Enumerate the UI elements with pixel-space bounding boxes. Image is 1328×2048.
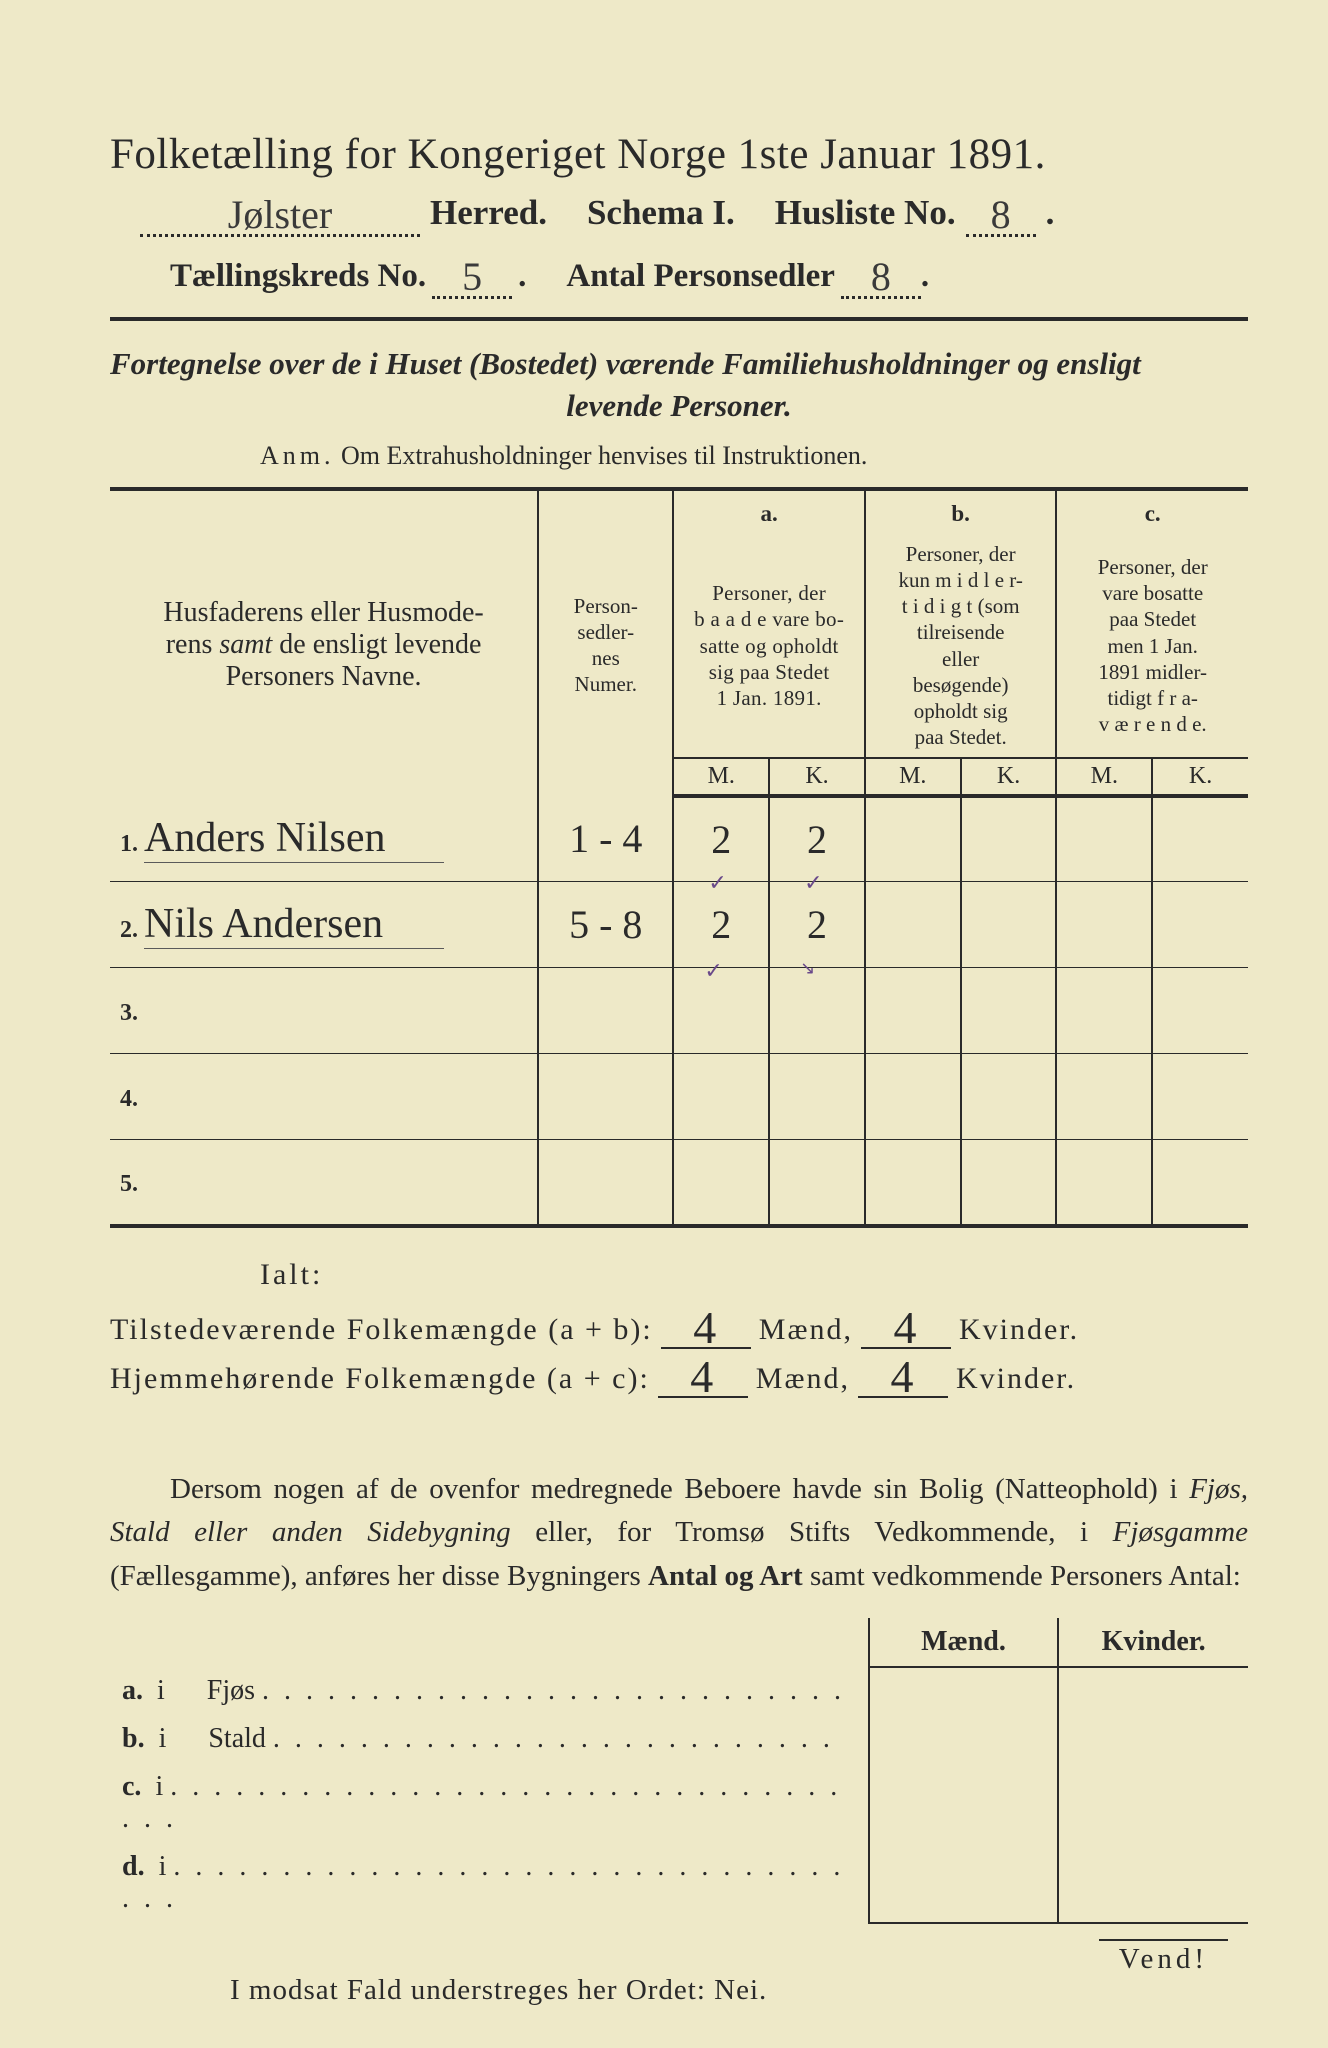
table-row: 2.Nils Andersen 5 - 8 ✓2 ✓2 [110,882,1248,968]
maend-label: Mænd, [759,1313,853,1347]
row-name: Anders Nilsen [144,814,444,863]
cell-ck [1152,882,1248,968]
ialt-label: Ialt: [110,1258,1248,1292]
dersom-paragraph: Dersom nogen af de ovenfor medregnede Be… [110,1468,1248,1599]
anm-note: Anm. Om Extrahusholdninger henvises til … [110,441,1248,471]
building-row: a. i Fjøs . . . . . . . . . . . . . . . … [110,1667,1248,1715]
census-form-page: Folketælling for Kongeriget Norge 1ste J… [0,0,1328,2048]
cell-ak: 2 [769,796,865,882]
table-row: 3. ✓ ↘ [110,968,1248,1054]
col-a-k: K. [769,758,865,796]
col-a-m: M. [673,758,769,796]
fortegnelse-l2: levende Personer. [110,385,1248,427]
cell-cm [1056,882,1152,968]
personsedler-label: Antal Personsedler [566,258,835,295]
kreds-value: 5 [462,254,482,299]
tilstede-m: 4 [693,1302,718,1353]
kreds-label: Tællingskreds No. [170,258,426,295]
col-a-letter: a. [673,489,865,531]
husliste-value: 8 [991,192,1011,237]
personsedler-field: 8 [841,249,921,299]
schema-label: Schema I. [587,193,735,233]
table-row: 5. [110,1140,1248,1226]
rule-1 [110,317,1248,321]
dot3: . [921,258,929,295]
main-title: Folketælling for Kongeriget Norge 1ste J… [110,130,1248,179]
cell-cm [1056,796,1152,882]
table-row: 4. [110,1054,1248,1140]
totals-block: Ialt: Tilstedeværende Folkemængde (a + b… [110,1258,1248,1398]
cell-am: ✓2 [673,882,769,968]
husliste-label: Husliste No. [775,193,956,233]
hjemme-m: 4 [690,1351,715,1402]
tilstede-label: Tilstedeværende Folkemængde (a + b): [110,1313,653,1347]
herred-field: Jølster [140,187,420,237]
herred-value: Jølster [228,192,332,237]
hjemme-row: Hjemmehørende Folkemængde (a + c): 4 Mæn… [110,1359,1248,1398]
modsat-line: I modsat Fald understreges her Ordet: Ne… [110,1974,1248,2007]
header-line-2: Jølster Herred. Schema I. Husliste No. 8… [110,187,1248,237]
hjemme-k: 4 [890,1351,915,1402]
cell-bm [865,882,961,968]
husliste-field: 8 [966,187,1036,237]
buildings-table: Mænd. Kvinder. a. i Fjøs . . . . . . . .… [110,1618,1248,1924]
personsedler-value: 8 [871,254,891,299]
header-line-3: Tællingskreds No. 5 . Antal Personsedler… [110,249,1248,299]
dot2: . [518,258,526,295]
col-b-k: K. [961,758,1057,796]
vend-label: Vend! [1099,1939,1228,1978]
col-num-header: Person-sedler-nesNumer. [538,489,673,796]
col-b-letter: b. [865,489,1057,531]
dot: . [1046,193,1055,233]
bld-kvinder: Kvinder. [1058,1618,1248,1667]
cell-am: 2 [673,796,769,882]
kreds-field: 5 [432,249,512,299]
building-row: d. i . . . . . . . . . . . . . . . . . .… [110,1843,1248,1923]
table-row: 1.Anders Nilsen 1 - 4 2 2 [110,796,1248,882]
fortegnelse-l1: Fortegnelse over de i Huset (Bostedet) v… [110,346,1141,381]
col-c-m: M. [1056,758,1152,796]
cell-bk [961,882,1057,968]
main-table: Husfaderens eller Husmode-rens samt de e… [110,487,1248,1228]
col-a-header: Personer, derb a a d e vare bo-satte og … [673,531,865,758]
fortegnelse-heading: Fortegnelse over de i Huset (Bostedet) v… [110,343,1248,427]
kvinder-label2: Kvinder. [956,1362,1076,1396]
row-name: Nils Andersen [144,900,444,949]
cell-ak: ✓2 [769,882,865,968]
building-row: c. i . . . . . . . . . . . . . . . . . .… [110,1763,1248,1843]
row-num: 1 - 4 [538,796,673,882]
cell-bm [865,796,961,882]
col-b-header: Personer, derkun m i d l e r-t i d i g t… [865,531,1057,758]
anm-text: Om Extrahusholdninger henvises til Instr… [341,441,867,470]
anm-label: Anm. [260,441,335,470]
tilstede-row: Tilstedeværende Folkemængde (a + b): 4 M… [110,1310,1248,1349]
tilstede-k: 4 [893,1302,918,1353]
cell-bk [961,796,1057,882]
herred-label: Herred. [430,193,547,233]
kvinder-label: Kvinder. [959,1313,1079,1347]
col-b-m: M. [865,758,961,796]
cell-ck [1152,796,1248,882]
col-names-header: Husfaderens eller Husmode-rens samt de e… [110,489,538,796]
col-c-header: Personer, dervare bosattepaa Stedetmen 1… [1056,531,1248,758]
hjemme-label: Hjemmehørende Folkemængde (a + c): [110,1362,650,1396]
bld-maend: Mænd. [869,1618,1059,1667]
col-c-letter: c. [1056,489,1248,531]
building-row: b. i Stald . . . . . . . . . . . . . . .… [110,1715,1248,1763]
row-num: 5 - 8 [538,882,673,968]
maend-label2: Mænd, [756,1362,850,1396]
col-c-k: K. [1152,758,1248,796]
